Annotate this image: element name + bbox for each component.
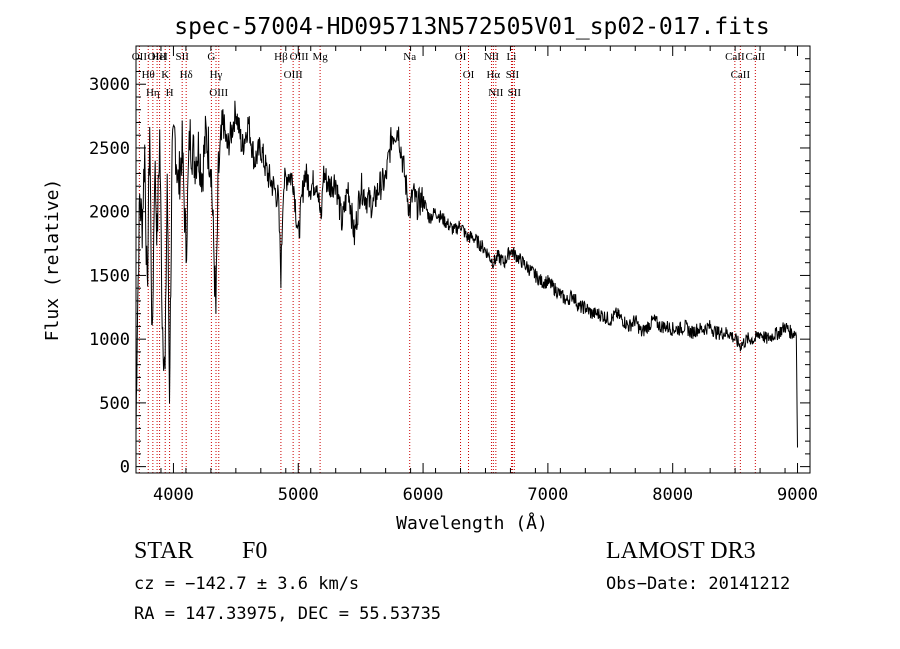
spectral-line-label: Hη: [146, 87, 160, 99]
spectral-line-label: Hα: [486, 69, 500, 81]
spectral-line-label: Li: [507, 51, 517, 63]
x-axis: 4000 5000 6000 7000 8000 9000: [135, 46, 818, 505]
spectral-line-label: OII: [132, 51, 148, 63]
redshift-readout: cz = −142.7 ± 3.6 km/s: [134, 574, 360, 594]
chart-title: spec-57004-HD095713N572505V01_sp02-017.f…: [174, 14, 769, 40]
y-tick-label: 2000: [89, 203, 130, 223]
spectral-line-label: H: [166, 87, 174, 99]
y-tick-label: 0: [120, 458, 130, 478]
spectral-line-label: CaII: [725, 51, 745, 63]
coordinates: RA = 147.33975, DEC = 55.53735: [134, 604, 442, 624]
y-tick-label: 1500: [89, 266, 130, 286]
x-tick-label: 7000: [527, 485, 568, 505]
spectral-line-label: NII: [484, 51, 500, 63]
object-subclass: F0: [242, 538, 268, 564]
spectral-line-label: NII: [488, 87, 504, 99]
x-tick-label: 9000: [777, 485, 818, 505]
spectral-line-label: SII: [506, 69, 520, 81]
spectral-line-label: OIII: [290, 51, 309, 63]
spectral-line-label: Hθ: [142, 69, 155, 81]
y-tick-label: 3000: [89, 75, 130, 95]
spectral-line-label: SII: [175, 51, 189, 63]
y-axis-label: Flux (relative): [42, 179, 63, 342]
x-axis-label: Wavelength (Å): [396, 512, 548, 534]
spectral-line-label: Na: [403, 51, 416, 63]
x-tick-label: 5000: [278, 485, 319, 505]
object-class: STAR: [134, 538, 194, 564]
x-tick-label: 6000: [403, 485, 444, 505]
spectral-line-label: G: [207, 51, 215, 63]
spectral-line-label: Hδ: [180, 69, 193, 81]
x-tick-label: 8000: [652, 485, 693, 505]
spectral-line-label: Hγ: [210, 69, 223, 81]
plot-frame: [135, 45, 811, 474]
spectral-line-label: K: [161, 69, 169, 81]
spectral-line-label: Mg: [312, 51, 328, 63]
spectral-line-label: HeI: [151, 51, 168, 63]
spectral-line-label: CaII: [731, 69, 751, 81]
y-tick-label: 1000: [89, 330, 130, 350]
spectral-line-label: CaII: [746, 51, 766, 63]
spectral-line-markers: [138, 46, 756, 473]
y-axis: 0 500 1000 1500 2000 2500 3000: [89, 58, 810, 478]
spectral-line-label: OIII: [209, 87, 228, 99]
spectral-line-label: OIII: [284, 69, 303, 81]
obs-date: Obs−Date: 20141212: [606, 574, 791, 594]
spectral-line-label: SII: [508, 87, 522, 99]
spectral-line-label: OI: [463, 69, 475, 81]
spectral-line-label: OI: [455, 51, 467, 63]
survey-name: LAMOST DR3: [606, 538, 756, 564]
spectral-line-label: OIII: [148, 51, 167, 63]
y-tick-label: 2500: [89, 139, 130, 159]
spectrum-series-line: [135, 100, 798, 448]
y-tick-label: 500: [99, 394, 130, 414]
x-tick-label: 4000: [153, 485, 194, 505]
spectral-line-label: Hβ: [274, 51, 288, 63]
